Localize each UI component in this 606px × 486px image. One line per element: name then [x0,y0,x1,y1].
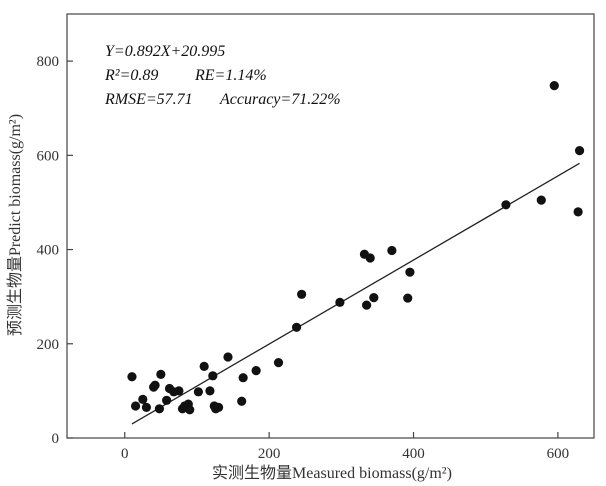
data-points [127,81,585,415]
data-point [501,200,511,210]
data-point [127,372,137,382]
data-point [335,297,345,307]
data-point [238,373,248,383]
ticks: 0 200 400 600 0 200 400 600 800 [37,54,570,462]
data-point [369,293,379,303]
annotation-rmse: RMSE=57.71 [104,91,193,108]
y-tick-label: 600 [37,148,60,164]
x-tick-label: 200 [258,446,281,462]
data-point [273,358,284,368]
data-point [573,207,583,217]
data-point [205,386,215,396]
data-point [199,361,209,371]
data-point [536,195,546,205]
x-tick-label: 400 [402,446,425,462]
x-tick-label: 600 [547,446,570,462]
y-tick-label: 200 [37,337,60,353]
data-point [361,300,372,310]
data-point [251,366,261,376]
data-point [291,322,302,332]
fit-line-group [131,162,580,425]
data-point [150,380,160,390]
data-point [405,267,415,277]
data-point [549,81,559,91]
fit-line [131,162,580,425]
data-point [156,369,166,379]
y-tick-label: 800 [37,54,60,70]
axes [66,13,595,439]
data-point [193,387,203,397]
data-point [365,253,375,263]
y-axis-title: 预测生物量Predict biomass(g/m²) [6,114,24,336]
annotation-re: RE=1.14% [194,67,267,84]
plot-frame [66,13,595,439]
annotation-equation: Y=0.892X+20.995 [105,43,225,60]
data-point [130,401,141,411]
data-point [154,404,165,414]
data-point [208,371,218,381]
data-point [297,289,307,299]
y-tick-label: 400 [37,243,60,259]
annotation-accuracy: Accuracy=71.22% [219,91,341,108]
data-point [214,402,224,412]
data-point [174,386,184,396]
data-point [237,396,247,406]
data-point [223,352,233,362]
data-point [138,394,148,404]
x-tick-label: 0 [121,446,129,462]
data-point [141,402,152,412]
data-point [387,245,397,256]
annotation-r2: R²=0.89 [104,67,158,84]
data-point [574,146,585,156]
y-tick-label: 0 [52,431,60,447]
data-point [162,395,172,405]
data-point [403,293,413,303]
data-point [185,405,195,415]
x-axis-title: 实测生物量Measured biomass(g/m²) [212,464,452,482]
